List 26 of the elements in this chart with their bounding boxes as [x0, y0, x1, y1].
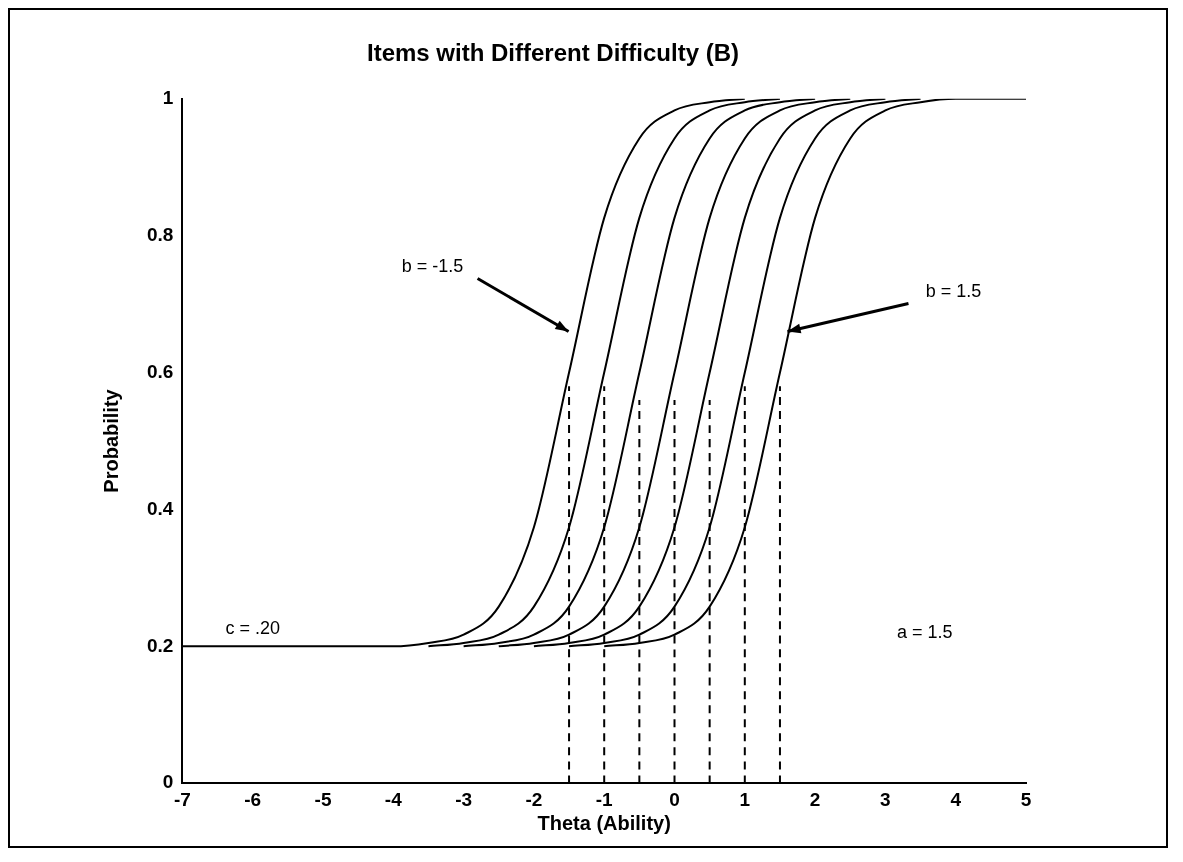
x-tick-label: 2 — [809, 788, 821, 810]
x-tick-label: -1 — [595, 788, 614, 810]
x-tick-label: -3 — [455, 788, 473, 810]
x-tick-label: 1 — [739, 788, 751, 810]
y-tick-label: 0 — [162, 771, 174, 793]
chart-title: Items with Different Difficulty (B) — [366, 39, 740, 67]
x-tick-label: -6 — [244, 788, 262, 810]
annotation: a = 1.5 — [897, 621, 953, 642]
y-tick-label: 0.6 — [146, 360, 174, 382]
x-tick-label: -5 — [314, 788, 332, 810]
annotation: b = -1.5 — [401, 256, 464, 277]
annotation: c = .20 — [225, 618, 280, 639]
x-tick-label: 5 — [1020, 788, 1032, 810]
y-tick-label: 0.2 — [146, 634, 174, 656]
x-axis-title: Theta (Ability) — [537, 811, 671, 834]
y-tick-label: 0.4 — [146, 497, 174, 519]
annotation: b = 1.5 — [925, 281, 982, 302]
x-tick-label: 4 — [950, 788, 962, 810]
y-tick-label: 0.8 — [146, 223, 174, 245]
x-tick-label: 3 — [880, 788, 891, 810]
y-axis-title: Probability — [99, 388, 122, 493]
x-tick-label: 0 — [669, 788, 680, 810]
x-tick-label: -4 — [384, 788, 403, 810]
x-tick-label: -7 — [173, 788, 191, 810]
y-tick-label: 1 — [162, 87, 174, 109]
x-tick-label: -2 — [525, 788, 543, 810]
